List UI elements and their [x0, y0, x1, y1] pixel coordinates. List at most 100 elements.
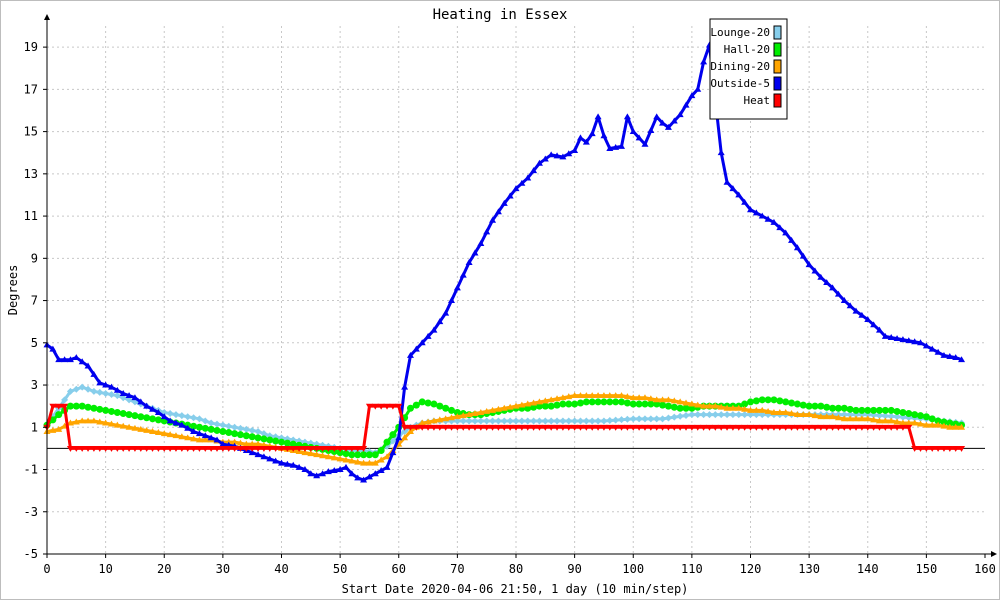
- hall-20-point: [571, 400, 579, 408]
- heat-point: [506, 424, 514, 431]
- outside-5-point: [717, 149, 725, 156]
- hall-20-point: [248, 433, 256, 441]
- heat-point: [870, 424, 878, 431]
- lounge-20-point: [72, 385, 80, 393]
- heat-point: [887, 424, 895, 431]
- outside-5-point: [354, 474, 362, 481]
- dining-20-point: [365, 459, 373, 466]
- heat-point: [360, 445, 368, 452]
- lounge-20-point: [735, 411, 743, 419]
- y-tick-label: 9: [31, 251, 38, 265]
- outside-5-point: [453, 284, 461, 291]
- heat-point: [213, 445, 221, 452]
- outside-5-point: [96, 379, 104, 386]
- dining-20-point: [184, 434, 192, 441]
- heat-point: [102, 445, 110, 452]
- lounge-20-point: [846, 411, 854, 419]
- heat-point: [430, 424, 438, 431]
- lounge-20-point: [688, 411, 696, 419]
- legend-swatch-hall-20: [773, 42, 782, 57]
- lounge-20-point: [184, 413, 192, 421]
- y-tick-label: 1: [31, 420, 38, 434]
- heat-point: [805, 424, 813, 431]
- hall-20-point: [641, 400, 649, 408]
- heat-point: [811, 424, 819, 431]
- outside-5-point: [623, 113, 631, 120]
- hall-20-point: [776, 397, 784, 405]
- outside-5-point: [324, 468, 332, 475]
- heat-point: [324, 445, 332, 452]
- outside-5-point: [78, 358, 86, 365]
- heat-point: [207, 445, 215, 452]
- outside-5-point: [817, 273, 825, 280]
- hall-20-point: [336, 449, 344, 457]
- dining-20-point: [137, 425, 145, 432]
- lounge-20-point: [471, 417, 479, 425]
- outside-5-point: [799, 252, 807, 259]
- hall-20-point: [547, 402, 555, 410]
- hall-20-point: [213, 426, 221, 434]
- heat-point: [272, 445, 280, 452]
- hall-20-point: [911, 411, 919, 419]
- outside-5-point: [190, 428, 198, 434]
- dining-20-point: [553, 395, 561, 402]
- hall-20-point: [875, 406, 883, 414]
- outside-5-point: [389, 449, 397, 456]
- outside-5-point: [571, 147, 579, 154]
- outside-5-point: [576, 134, 584, 141]
- dining-20-point: [84, 417, 92, 424]
- hall-20-point: [676, 404, 684, 412]
- heat-point: [307, 445, 315, 452]
- heat-point: [160, 445, 168, 452]
- legend-swatch-dining-20: [773, 59, 782, 74]
- outside-5-point: [852, 307, 860, 314]
- hall-20-markers: [43, 396, 966, 459]
- lounge-20-point: [723, 411, 731, 419]
- heat-point: [940, 445, 948, 452]
- y-tick-label: 17: [24, 82, 38, 96]
- outside-5-point: [149, 405, 157, 412]
- outside-5-point: [758, 212, 766, 219]
- dining-20-point: [418, 419, 426, 426]
- heat-point: [412, 424, 420, 431]
- outside-5-point: [383, 463, 391, 470]
- dining-20-point: [635, 394, 643, 401]
- heat-point: [225, 445, 233, 452]
- hall-20-point: [524, 404, 532, 412]
- hall-20-point: [582, 398, 590, 406]
- hall-20-point: [96, 405, 104, 413]
- dining-20-point: [254, 440, 262, 447]
- x-tick-label: 40: [274, 562, 288, 576]
- lounge-20-point: [700, 411, 708, 419]
- heat-point: [84, 445, 92, 452]
- heat-point: [875, 424, 883, 431]
- y-tick-label: 3: [31, 378, 38, 392]
- x-tick-label: 0: [43, 562, 50, 576]
- heat-point: [530, 424, 538, 431]
- lounge-20-point: [500, 417, 508, 425]
- outside-5-point: [676, 111, 684, 118]
- outside-5-point: [524, 174, 532, 181]
- dining-20-point: [582, 392, 590, 399]
- heat-point: [66, 445, 74, 452]
- outside-5-point: [782, 229, 790, 236]
- hall-20-point: [588, 398, 596, 406]
- heat-point: [494, 424, 502, 431]
- heat-point: [770, 424, 778, 431]
- lounge-20-point: [477, 417, 485, 425]
- hall-20-point: [137, 413, 145, 421]
- x-axis-label: Start Date 2020-04-06 21:50, 1 day (10 m…: [342, 582, 689, 596]
- heat-point: [788, 424, 796, 431]
- dining-20-point: [571, 392, 579, 399]
- dining-20-point: [629, 394, 637, 401]
- lounge-20-point: [242, 425, 250, 433]
- hall-20-point: [266, 436, 274, 444]
- dining-20-point: [195, 436, 203, 443]
- heat-point: [623, 424, 631, 431]
- legend-label-dining-20: Dining-20: [710, 60, 770, 73]
- axes: [43, 14, 997, 558]
- dining-20-point: [178, 433, 186, 440]
- heat-point: [764, 424, 772, 431]
- lounge-20-point: [588, 417, 596, 425]
